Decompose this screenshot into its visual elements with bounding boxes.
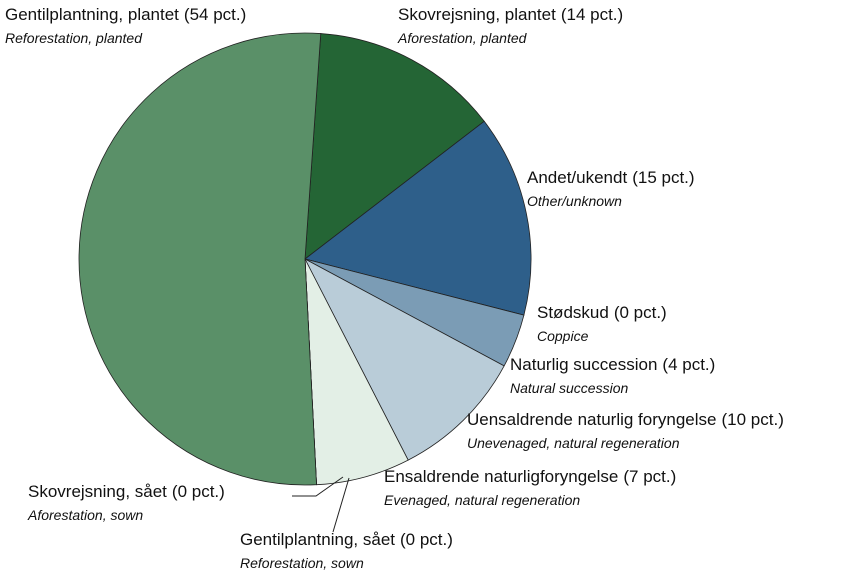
pie-slice <box>78 32 322 486</box>
slice-label: Stødskud (0 pct.) <box>537 303 667 322</box>
category-label: Ensaldrende naturligforyngelse <box>384 467 618 486</box>
leader-line <box>332 477 350 533</box>
value-label: (0 pct.) <box>614 303 667 322</box>
value-label: (54 pct.) <box>184 5 246 24</box>
slice-label: Naturlig succession (4 pct.) <box>510 355 715 374</box>
value-label: (14 pct.) <box>561 5 623 24</box>
value-label: (0 pct.) <box>400 530 453 549</box>
slice-sublabel: Unevenaged, natural regeneration <box>467 435 680 451</box>
slice-label: Skovrejsning, sået (0 pct.) <box>28 482 225 501</box>
value-label: (4 pct.) <box>662 355 715 374</box>
slice-label: Ensaldrende naturligforyngelse (7 pct.) <box>384 467 676 486</box>
slice-label: Uensaldrende naturlig foryngelse (10 pct.… <box>467 410 784 429</box>
value-label: (7 pct.) <box>623 467 676 486</box>
category-label: Skovrejsning, plantet <box>398 5 556 24</box>
category-label: Naturlig succession <box>510 355 657 374</box>
slice-label: Skovrejsning, plantet (14 pct.) <box>398 5 623 24</box>
slice-sublabel: Other/unknown <box>527 193 622 209</box>
slice-label: Gentilplantning, plantet (54 pct.) <box>5 5 246 24</box>
pie-slice <box>304 120 532 316</box>
category-label: Gentilplantning, plantet <box>5 5 179 24</box>
slice-label: Gentilplantning, sået (0 pct.) <box>240 530 453 549</box>
slice-sublabel: Reforestation, planted <box>5 30 143 46</box>
value-label: (10 pct.) <box>722 410 784 429</box>
value-label: (0 pct.) <box>172 482 225 501</box>
slice-sublabel: Evenaged, natural regeneration <box>384 492 580 508</box>
category-label: Uensaldrende naturlig foryngelse <box>467 410 717 429</box>
value-label: (15 pct.) <box>632 168 694 187</box>
slice-sublabel: Aforestation, sown <box>27 507 143 523</box>
leader-line <box>292 476 344 497</box>
slice-label: Andet/ukendt (15 pct.) <box>527 168 695 187</box>
slice-sublabel: Aforestation, planted <box>397 30 528 46</box>
category-label: Gentilplantning, sået <box>240 530 395 549</box>
slice-sublabel: Coppice <box>537 328 589 344</box>
pie-slice <box>304 258 505 461</box>
category-label: Stødskud <box>537 303 609 322</box>
slice-sublabel: Reforestation, sown <box>240 555 364 571</box>
pie-slice <box>304 33 485 260</box>
category-label: Skovrejsning, sået <box>28 482 167 501</box>
slice-sublabel: Natural succession <box>510 380 628 396</box>
category-label: Andet/ukendt <box>527 168 627 187</box>
